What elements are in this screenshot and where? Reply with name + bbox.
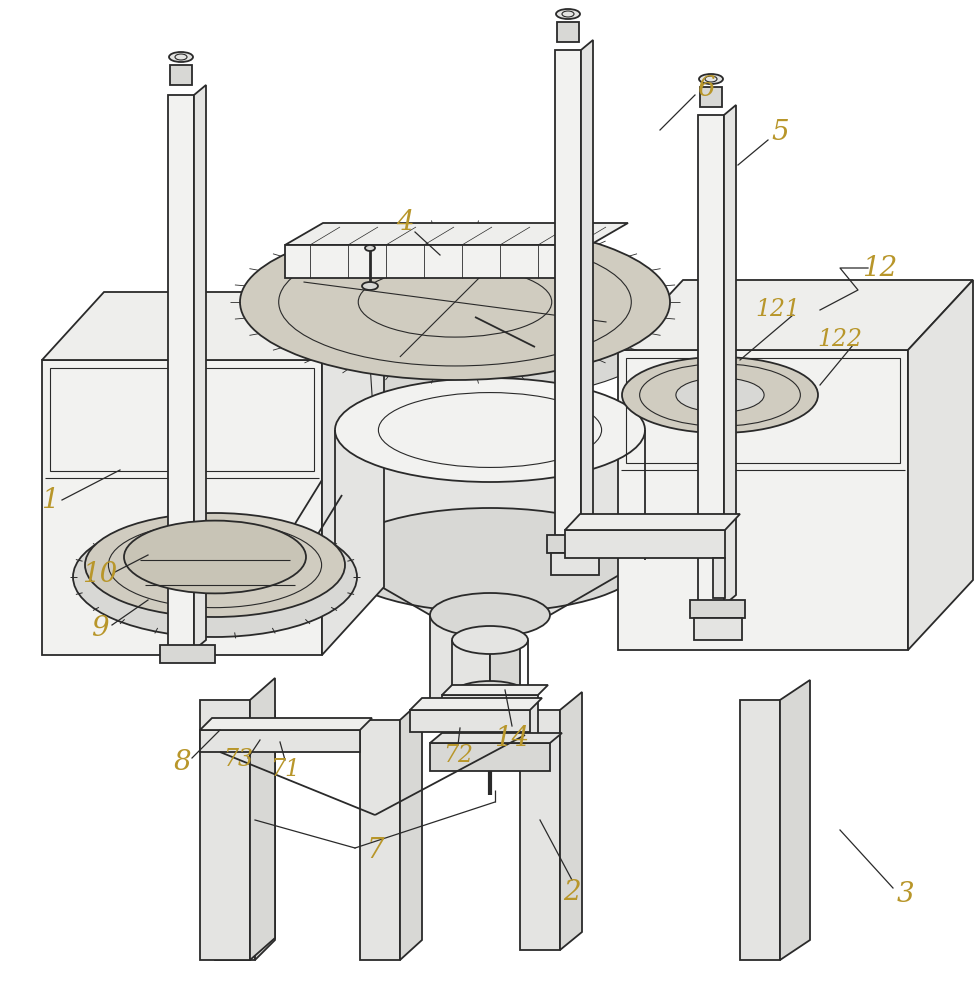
Text: 2: 2 [563, 879, 581, 906]
Text: 6: 6 [697, 75, 715, 102]
Polygon shape [908, 280, 973, 650]
Polygon shape [42, 292, 384, 360]
Ellipse shape [452, 681, 528, 709]
Text: 73: 73 [223, 748, 253, 772]
Bar [430, 743, 550, 771]
Polygon shape [618, 280, 973, 350]
Text: 71: 71 [270, 758, 300, 782]
Polygon shape [285, 223, 628, 245]
Polygon shape [215, 730, 255, 960]
Polygon shape [780, 680, 810, 960]
Ellipse shape [169, 52, 193, 62]
Bar [700, 87, 722, 107]
Text: 9: 9 [92, 614, 109, 642]
Ellipse shape [73, 517, 357, 637]
Polygon shape [400, 700, 422, 960]
Text: 14: 14 [495, 724, 530, 752]
Polygon shape [698, 115, 724, 605]
Polygon shape [410, 698, 542, 710]
Text: 122: 122 [817, 328, 863, 352]
Text: 121: 121 [756, 298, 801, 322]
Polygon shape [724, 105, 736, 605]
Polygon shape [322, 292, 384, 655]
Polygon shape [285, 245, 590, 278]
Ellipse shape [556, 9, 580, 19]
Polygon shape [360, 720, 400, 960]
Polygon shape [520, 710, 560, 950]
Ellipse shape [240, 224, 670, 380]
Polygon shape [42, 360, 322, 655]
Bar [442, 695, 538, 743]
Bar [557, 22, 579, 42]
Ellipse shape [124, 521, 306, 593]
Polygon shape [430, 260, 520, 280]
Polygon shape [200, 730, 360, 752]
Ellipse shape [335, 378, 645, 482]
Ellipse shape [362, 282, 378, 290]
Polygon shape [200, 700, 250, 960]
Ellipse shape [699, 74, 723, 84]
Ellipse shape [85, 513, 345, 617]
Polygon shape [430, 733, 562, 743]
Polygon shape [713, 558, 725, 598]
Polygon shape [335, 560, 645, 615]
Polygon shape [200, 718, 372, 730]
Ellipse shape [676, 378, 764, 412]
Polygon shape [168, 95, 194, 650]
Polygon shape [194, 85, 206, 650]
Bar [551, 553, 599, 575]
Ellipse shape [452, 626, 528, 654]
Text: 7: 7 [366, 836, 384, 863]
Text: 12: 12 [862, 254, 898, 282]
Text: 5: 5 [771, 118, 789, 145]
Polygon shape [581, 40, 593, 540]
Bar [170, 65, 192, 85]
Bar [50, 368, 314, 471]
Polygon shape [490, 260, 520, 720]
Polygon shape [555, 50, 581, 540]
Ellipse shape [232, 237, 678, 403]
Bar [694, 618, 742, 640]
Polygon shape [255, 710, 275, 960]
Polygon shape [430, 280, 490, 720]
Polygon shape [250, 678, 275, 960]
Polygon shape [442, 685, 548, 695]
Text: 72: 72 [443, 744, 473, 766]
Ellipse shape [365, 245, 375, 251]
Polygon shape [410, 710, 530, 732]
Bar [690, 600, 745, 618]
Text: 1: 1 [41, 487, 58, 514]
Ellipse shape [430, 593, 550, 637]
Text: 4: 4 [396, 209, 414, 235]
Polygon shape [565, 530, 725, 558]
Text: 3: 3 [896, 882, 914, 908]
Polygon shape [560, 692, 582, 950]
Polygon shape [618, 350, 908, 650]
Bar [160, 645, 215, 663]
Text: 8: 8 [173, 748, 191, 776]
Bar [626, 358, 900, 463]
Polygon shape [740, 700, 780, 960]
Polygon shape [565, 514, 740, 530]
Bar [547, 535, 602, 553]
Text: 10: 10 [83, 562, 118, 588]
Ellipse shape [335, 508, 645, 612]
Ellipse shape [622, 357, 818, 433]
Polygon shape [335, 430, 645, 560]
